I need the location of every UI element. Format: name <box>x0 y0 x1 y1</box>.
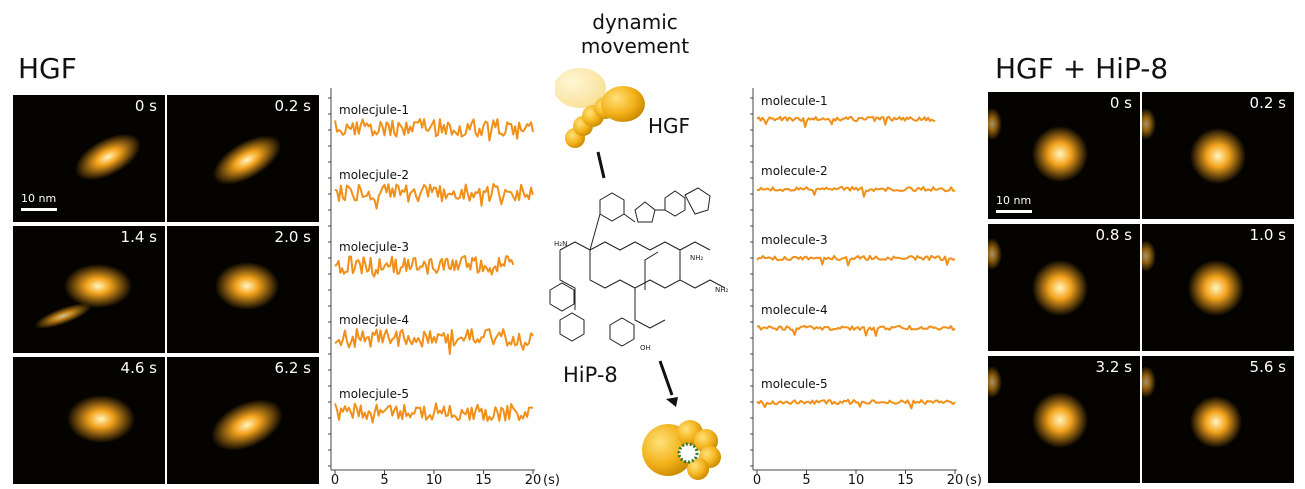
series-line <box>756 115 936 128</box>
time-label: 1.4 s <box>120 228 157 246</box>
right-trace-chart: 0 5 10 15 20 (s) molecule-1 molecule-2 molecule-… <box>750 88 982 488</box>
movement-line-2: movement <box>580 34 690 58</box>
time-label: 1.0 s <box>1249 226 1286 244</box>
series-line <box>334 402 534 424</box>
svg-text:NH₂: NH₂ <box>715 286 729 294</box>
svg-text:OH: OH <box>640 344 651 352</box>
left-title: HGF <box>18 52 77 85</box>
scale-bar-label: 10 nm <box>21 192 57 205</box>
movement-label: dynamic movement <box>560 10 710 58</box>
right-title: HGF + HiP-8 <box>995 52 1169 85</box>
movement-line-1: dynamic <box>592 10 678 34</box>
x-tick-label: 10 <box>426 473 443 488</box>
series-label: molecule-3 <box>761 233 828 247</box>
time-label: 0.2 s <box>274 97 311 115</box>
x-tick-label: 15 <box>475 473 492 488</box>
series-line <box>334 183 534 210</box>
left-tile-1: 0 s 10 nm <box>13 95 165 222</box>
scale-bar-label: 10 nm <box>996 194 1032 207</box>
hgf-label: HGF <box>648 114 691 138</box>
afm-blob <box>34 264 132 329</box>
x-tick-label: 20 <box>525 473 542 488</box>
series-label: molecule-1 <box>761 94 828 108</box>
x-tick-label: 20 <box>947 473 964 488</box>
afm-blob <box>1142 240 1244 316</box>
right-tile-3: 0.8 s <box>988 224 1140 351</box>
left-trace-chart: 0 5 10 15 20 (s) molecjule-1 molecjule-2 molecju… <box>328 88 560 488</box>
x-tick-label: 0 <box>753 473 761 488</box>
afm-blob <box>75 133 141 181</box>
time-label: 0.8 s <box>1095 226 1132 244</box>
x-tick-label: 5 <box>380 473 388 488</box>
x-unit-label: (s) <box>965 473 982 488</box>
left-tile-3: 1.4 s <box>13 226 165 353</box>
series-label: molecjule-4 <box>339 313 409 327</box>
left-tile-5: 4.6 s <box>13 357 165 484</box>
afm-blob <box>67 395 135 443</box>
afm-blob <box>215 262 279 310</box>
hip8-structure: H₂N NH₂ NH₂ OH <box>549 151 729 352</box>
series-line <box>334 328 534 356</box>
series-line <box>756 324 956 337</box>
series-label: molecjule-5 <box>339 387 409 401</box>
series-line <box>756 254 956 267</box>
series-label: molecule-2 <box>761 164 828 178</box>
x-tick-label: 0 <box>331 473 339 488</box>
scale-bar <box>996 210 1032 213</box>
afm-blob <box>211 399 283 451</box>
time-label: 0.2 s <box>1249 94 1286 112</box>
afm-blob <box>988 366 1088 448</box>
series-line <box>756 398 956 410</box>
series-label: molecule-4 <box>761 303 828 317</box>
time-label: 0 s <box>134 97 157 115</box>
afm-blob <box>988 108 1088 182</box>
afm-blob <box>1142 366 1242 448</box>
right-tile-5: 3.2 s <box>988 356 1140 483</box>
series-line <box>334 255 515 278</box>
afm-blob <box>212 135 282 185</box>
arrow-stem <box>596 151 606 179</box>
right-tile-6: 5.6 s <box>1142 356 1294 483</box>
peptide-label: HiP-8 <box>563 363 618 387</box>
hgf-bound-cartoon <box>642 360 721 480</box>
time-label: 5.6 s <box>1249 358 1286 376</box>
left-tile-6: 6.2 s <box>167 357 319 484</box>
series-label: molecjule-2 <box>339 168 409 182</box>
series-label: molecjule-1 <box>339 103 409 117</box>
svg-text:NH₂: NH₂ <box>690 254 704 262</box>
time-label: 2.0 s <box>274 228 311 246</box>
afm-blob <box>988 238 1088 316</box>
series-label: molecjule-3 <box>339 240 409 254</box>
scale-bar <box>21 208 57 211</box>
svg-text:H₂N: H₂N <box>554 240 567 248</box>
right-tile-1: 0 s 10 nm <box>988 92 1140 219</box>
x-tick-label: 5 <box>802 473 810 488</box>
afm-blob <box>1142 108 1246 184</box>
time-label: 4.6 s <box>120 359 157 377</box>
time-label: 6.2 s <box>274 359 311 377</box>
right-tile-2: 0.2 s <box>1142 92 1294 219</box>
right-tile-4: 1.0 s <box>1142 224 1294 351</box>
time-label: 0 s <box>1109 94 1132 112</box>
x-tick-label: 10 <box>848 473 865 488</box>
time-label: 3.2 s <box>1095 358 1132 376</box>
left-tile-2: 0.2 s <box>167 95 319 222</box>
series-label: molecule-5 <box>761 377 828 391</box>
x-unit-label: (s) <box>543 473 560 488</box>
series-line <box>334 118 534 142</box>
hgf-dynamic-cartoon <box>555 68 645 148</box>
series-line <box>756 185 956 198</box>
x-tick-label: 15 <box>897 473 914 488</box>
left-tile-4: 2.0 s <box>167 226 319 353</box>
